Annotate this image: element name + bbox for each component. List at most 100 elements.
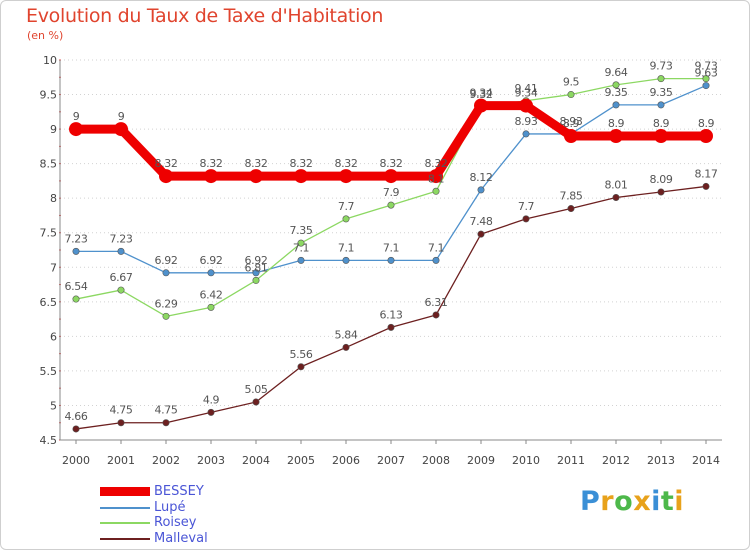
data-label: 8.9	[563, 117, 580, 130]
data-label: 8.9	[698, 117, 715, 130]
data-label: 9.64	[605, 66, 628, 79]
data-point	[207, 269, 215, 277]
data-point	[432, 256, 440, 264]
data-label: 6.67	[110, 271, 133, 284]
data-point	[612, 101, 620, 109]
data-label: 7.9	[383, 186, 400, 199]
data-point	[252, 269, 260, 277]
y-tick-label: 5	[50, 399, 57, 412]
data-point	[702, 75, 710, 83]
data-point	[522, 130, 530, 138]
data-label: 7.23	[65, 232, 88, 245]
data-label: 8.12	[470, 171, 493, 184]
x-tick-label: 2008	[422, 454, 450, 467]
y-tick-label: 8.5	[40, 158, 58, 171]
data-label: 8.32	[290, 157, 313, 170]
data-point	[567, 91, 575, 99]
data-point	[162, 269, 170, 277]
x-tick-label: 2000	[62, 454, 90, 467]
data-point	[387, 256, 395, 264]
data-point	[339, 169, 353, 184]
chart-title: Evolution du Taux de Taxe d'Habitation	[26, 5, 384, 27]
y-tick-label: 6.5	[40, 296, 58, 309]
data-point	[432, 187, 440, 195]
data-label: 8.32	[335, 157, 358, 170]
data-label: 8.1	[428, 172, 444, 185]
logo-letter: t	[660, 486, 675, 517]
y-tick-label: 10	[43, 54, 57, 67]
x-tick-label: 2004	[242, 454, 270, 467]
x-tick-label: 2010	[512, 454, 540, 467]
data-label: 5.05	[245, 383, 268, 396]
data-label: 9.73	[695, 60, 718, 73]
data-point	[72, 425, 80, 433]
data-label: 7.1	[428, 241, 444, 254]
chart-subtitle: (en %)	[27, 29, 64, 42]
data-label: 8.93	[560, 115, 583, 128]
data-point	[519, 98, 533, 113]
data-label: 7.7	[518, 200, 535, 213]
data-point	[654, 129, 668, 143]
data-label: 6.92	[155, 254, 178, 267]
data-label: 6.54	[65, 280, 88, 293]
x-tick-label: 2006	[332, 454, 360, 467]
data-point	[297, 363, 305, 371]
data-label: 7.23	[110, 232, 133, 245]
data-point	[297, 239, 305, 247]
legend-label-roisey: Roisey	[154, 515, 197, 530]
data-point	[384, 169, 398, 184]
data-point	[474, 98, 488, 113]
y-tick-label: 7.5	[40, 227, 58, 240]
y-tick-label: 7	[50, 261, 57, 274]
data-point	[117, 286, 125, 294]
data-label: 9.35	[650, 86, 673, 99]
logo-letter: o	[614, 486, 634, 517]
logo-letter: P	[580, 486, 601, 517]
x-tick-label: 2013	[647, 454, 675, 467]
data-point	[72, 295, 80, 303]
data-point	[477, 186, 485, 194]
logo-letter: i	[674, 486, 685, 517]
data-point	[297, 256, 305, 264]
data-point	[702, 82, 710, 90]
data-point	[69, 122, 83, 137]
data-label: 7.35	[290, 224, 313, 237]
data-label: 9.73	[650, 60, 673, 73]
data-label: 9.34	[470, 87, 493, 100]
data-point	[249, 169, 263, 184]
data-label: 6.81	[245, 261, 268, 274]
data-point	[387, 201, 395, 209]
logo-letter: r	[600, 486, 615, 517]
data-label: 4.75	[155, 404, 178, 417]
data-point	[117, 247, 125, 255]
data-point	[387, 323, 395, 331]
x-tick-label: 2014	[692, 454, 720, 467]
data-label: 9.41	[515, 82, 538, 95]
logo-letter: x	[633, 486, 652, 517]
data-label: 8.32	[380, 157, 403, 170]
data-label: 6.92	[245, 254, 268, 267]
data-point	[612, 81, 620, 89]
data-point	[342, 256, 350, 264]
data-label: 5.56	[290, 348, 313, 361]
data-label: 5.84	[335, 328, 358, 341]
data-label: 7.1	[338, 241, 354, 254]
x-tick-label: 2001	[107, 454, 135, 467]
data-point	[342, 343, 350, 351]
data-point	[114, 122, 128, 137]
x-tick-label: 2003	[197, 454, 225, 467]
data-label: 4.75	[110, 404, 133, 417]
data-label: 9	[73, 110, 80, 123]
data-label-layer: 4.66 4.75 4.75 4.9 5.05 5.56 5.84 6.13 6.31 7.48 7…	[65, 60, 719, 423]
legend-swatch-lupe	[100, 506, 150, 509]
x-tick-label: 2009	[467, 454, 495, 467]
legend-label-bessey: BESSEY	[154, 484, 204, 499]
data-point	[522, 215, 530, 223]
data-point	[162, 419, 170, 427]
data-label: 9.32	[470, 88, 493, 101]
data-point	[207, 408, 215, 416]
data-point	[429, 169, 443, 184]
y-tick-label: 4.5	[40, 434, 58, 447]
data-point	[564, 129, 578, 143]
